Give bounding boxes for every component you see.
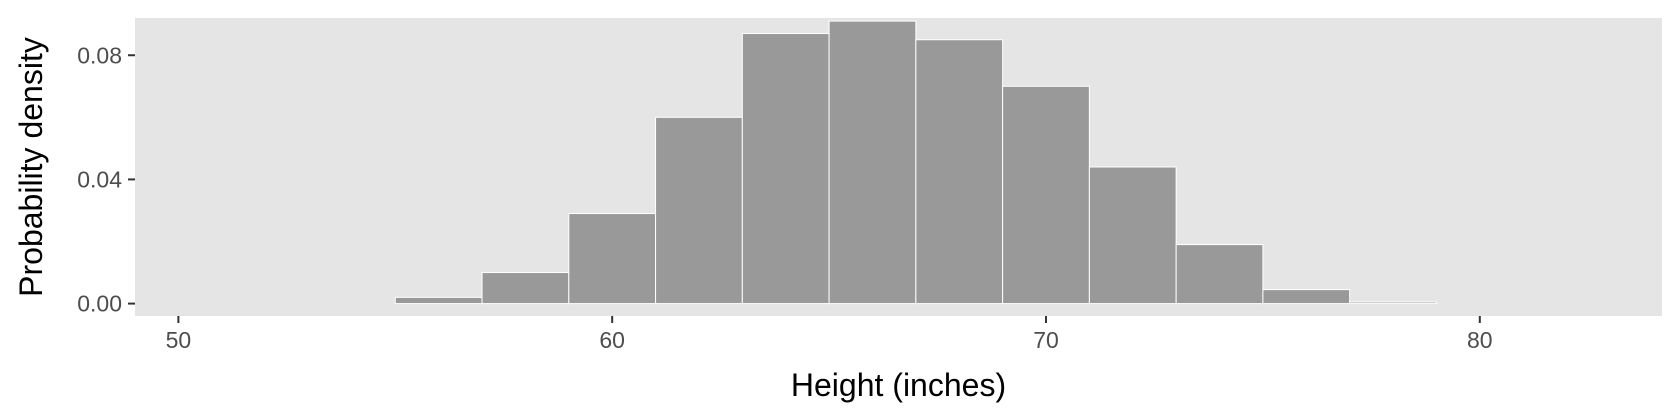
x-axis-title: Height (inches) xyxy=(791,367,1006,403)
bars-group xyxy=(394,20,1437,305)
x-tick-label: 60 xyxy=(599,327,625,353)
y-axis: 0.00 0.04 0.08 xyxy=(77,42,135,317)
histogram-bar xyxy=(1349,301,1437,305)
histogram-bar xyxy=(655,116,743,305)
histogram-bar xyxy=(1175,244,1264,305)
x-axis: 50 60 70 80 xyxy=(166,316,1493,353)
y-tick-label: 0.04 xyxy=(77,166,122,192)
y-tick-label: 0.00 xyxy=(77,291,122,317)
histogram-bar xyxy=(915,39,1004,305)
x-tick-label: 70 xyxy=(1033,327,1059,353)
histogram-bar xyxy=(394,296,483,305)
histogram-bar xyxy=(1002,85,1090,305)
histogram-bar xyxy=(1262,289,1351,305)
y-axis-title: Probability density xyxy=(13,37,49,297)
x-tick-label: 50 xyxy=(166,327,192,353)
y-tick-label: 0.08 xyxy=(77,42,122,68)
x-tick-label: 80 xyxy=(1467,327,1493,353)
histogram-bar xyxy=(481,272,570,305)
histogram-bar xyxy=(568,213,657,305)
histogram-bar xyxy=(741,33,830,305)
histogram-bar xyxy=(828,20,917,305)
histogram-bar xyxy=(1088,166,1177,305)
